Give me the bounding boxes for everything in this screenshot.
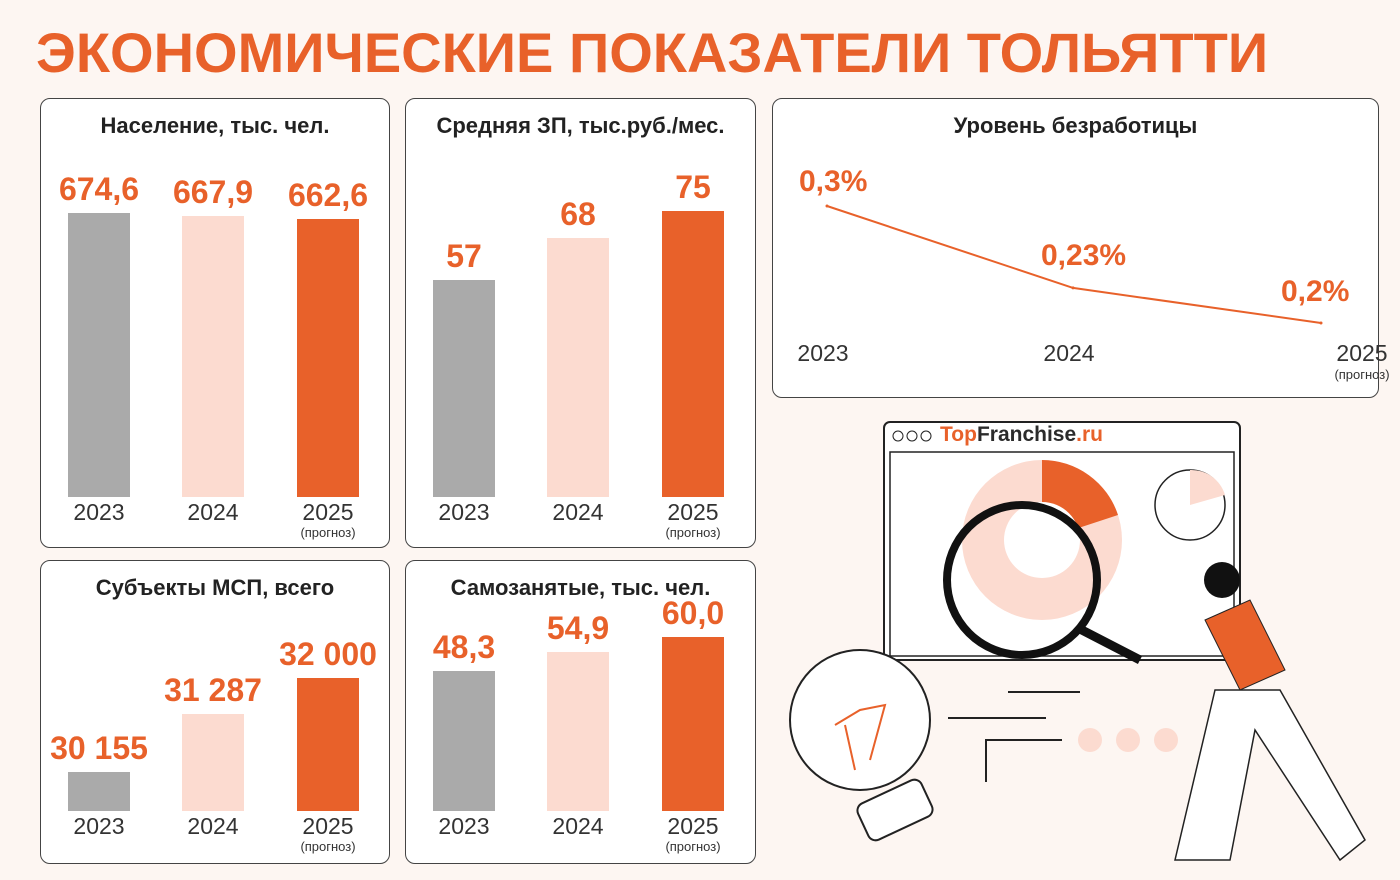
data-label: 0,23% <box>1041 239 1127 272</box>
person <box>1204 562 1240 598</box>
forecast-note: (прогноз) <box>300 525 356 540</box>
year-label: 2023 <box>797 340 849 366</box>
data-label: 667,9 <box>172 174 254 211</box>
data-label: 674,6 <box>58 171 140 208</box>
data-point <box>825 204 829 208</box>
brand-logo: TopFranchise.ru <box>940 423 1103 447</box>
bar <box>662 211 724 497</box>
panel-title: Население, тыс. чел. <box>100 113 330 138</box>
bar <box>433 670 495 811</box>
illustration: TopFranchise.ru <box>770 415 1390 875</box>
year-label: 2025 <box>1336 340 1388 366</box>
year-label: 2023 <box>73 499 125 525</box>
bar <box>547 651 609 811</box>
data-label: 54,9 <box>546 609 610 646</box>
year-label: 2023 <box>73 813 125 839</box>
lightbulb-icon <box>789 649 931 791</box>
window-dot-icon <box>892 430 904 442</box>
data-label: 31 287 <box>164 672 262 709</box>
data-label: 32 000 <box>279 636 377 672</box>
bar <box>547 237 609 497</box>
analytics-illustration <box>789 421 1366 862</box>
brand-part: Top <box>940 423 977 446</box>
salary-panel: Средняя ЗП, тыс.руб./мес. 57 2023 68 2024 75 2… <box>405 98 756 548</box>
brand-part: Franchise <box>976 423 1077 446</box>
data-label: 48,3 <box>432 628 496 665</box>
year-label: 2024 <box>552 499 604 525</box>
year-label: 2023 <box>438 813 490 839</box>
forecast-note: (прогноз) <box>665 525 721 540</box>
data-label: 0,3% <box>799 165 868 198</box>
data-label: 662,6 <box>287 176 369 213</box>
bar <box>182 714 244 811</box>
year-label: 2024 <box>187 813 239 839</box>
window-dot-icon <box>920 430 932 442</box>
selfemployed-panel: Самозанятые, тыс. чел. 48,3 2023 54,9 2024 60… <box>405 560 756 864</box>
unemployment-panel: Уровень безработицы 0,3% 2023 0,23% 2024 0,2… <box>772 98 1390 398</box>
bar <box>433 279 495 497</box>
population-panel: Население, тыс. чел. 674,6 2023 667,9 2024 66… <box>40 98 390 548</box>
panel-title: Средняя ЗП, тыс.руб./мес. <box>436 113 725 138</box>
data-label: 68 <box>560 195 596 232</box>
panel-title: Уровень безработицы <box>953 113 1198 138</box>
magnifier-icon <box>943 501 1101 659</box>
bar <box>297 218 359 497</box>
bar <box>297 678 359 811</box>
panel-title: Самозанятые, тыс. чел. <box>450 575 711 600</box>
panel-title: Субъекты МСП, всего <box>95 575 335 600</box>
sme-panel: Субъекты МСП, всего 30 155 2023 31 287 2024 3… <box>40 560 390 864</box>
data-point <box>1071 286 1075 290</box>
data-label: 30 155 <box>50 730 148 767</box>
year-label: 2025 <box>667 499 719 525</box>
forecast-note: (прогноз) <box>300 839 356 854</box>
bar <box>662 637 724 811</box>
brand-part: .ru <box>1076 423 1103 446</box>
line-chart <box>825 204 1323 325</box>
year-label: 2024 <box>1043 340 1095 366</box>
year-label: 2025 <box>667 813 719 839</box>
year-label: 2023 <box>438 499 490 525</box>
year-label: 2024 <box>187 499 239 525</box>
data-label: 60,0 <box>661 595 725 631</box>
bar <box>182 216 244 497</box>
bar <box>68 213 130 497</box>
forecast-note: (прогноз) <box>665 839 721 854</box>
data-label: 57 <box>446 237 482 274</box>
page-title: ЭКОНОМИЧЕСКИЕ ПОКАЗАТЕЛИ ТОЛЬЯТТИ <box>36 21 1269 84</box>
year-label: 2025 <box>302 499 354 525</box>
year-label: 2024 <box>552 813 604 839</box>
year-label: 2025 <box>302 813 354 839</box>
data-point <box>1319 321 1323 325</box>
data-label: 75 <box>675 169 711 205</box>
bar <box>68 772 130 811</box>
data-label: 0,2% <box>1281 275 1350 308</box>
forecast-note: (прогноз) <box>1334 367 1390 382</box>
window-dot-icon <box>906 430 918 442</box>
